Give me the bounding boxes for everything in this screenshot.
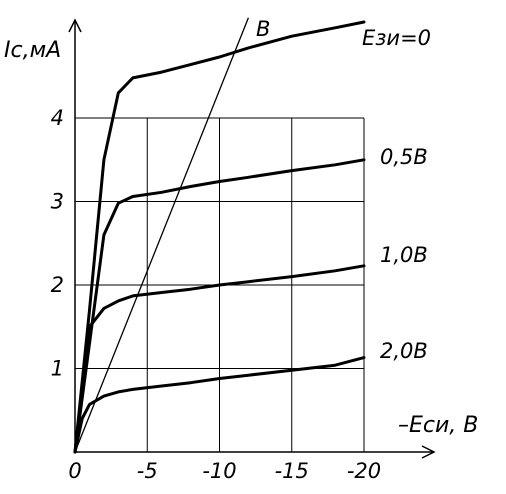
- x-axis-arrow: [421, 445, 436, 459]
- curve-label-0: Eзи=0: [362, 26, 431, 50]
- series-curve-0: [73, 20, 366, 454]
- curve-label-2: 1,0В: [380, 243, 428, 267]
- curves: [73, 17, 366, 454]
- y-tick-label: 4: [51, 106, 64, 130]
- x-tick-labels: 0 -5 -10 -15 -20: [68, 459, 381, 483]
- saturation-line: [74, 17, 250, 453]
- y-tick-label: 1: [51, 357, 64, 381]
- x-axis-label: –Eси, В: [398, 413, 478, 438]
- y-tick-label: 2: [51, 273, 64, 297]
- curve-labels: Eзи=0 0,5В 1,0В 2,0В В: [256, 17, 431, 363]
- series-curve-3: [73, 356, 366, 454]
- y-tick-label: 3: [51, 190, 64, 214]
- saturation-line-label: В: [256, 17, 270, 41]
- x-tick-label: -20: [347, 459, 381, 483]
- axes: [68, 18, 436, 459]
- curve-label-1: 0,5В: [380, 145, 428, 169]
- x-tick-label: -10: [202, 459, 236, 483]
- series-curve-1: [73, 158, 366, 454]
- curve-label-3: 2,0В: [380, 339, 428, 363]
- series-curve-2: [73, 264, 366, 454]
- y-axis-label: Iс,мА: [4, 38, 61, 63]
- x-tick-label: 0: [68, 459, 81, 483]
- y-tick-labels: 1 2 3 4: [51, 106, 64, 381]
- y-axis-arrow: [68, 18, 82, 33]
- x-tick-label: -5: [137, 459, 158, 483]
- x-tick-label: -15: [275, 459, 309, 483]
